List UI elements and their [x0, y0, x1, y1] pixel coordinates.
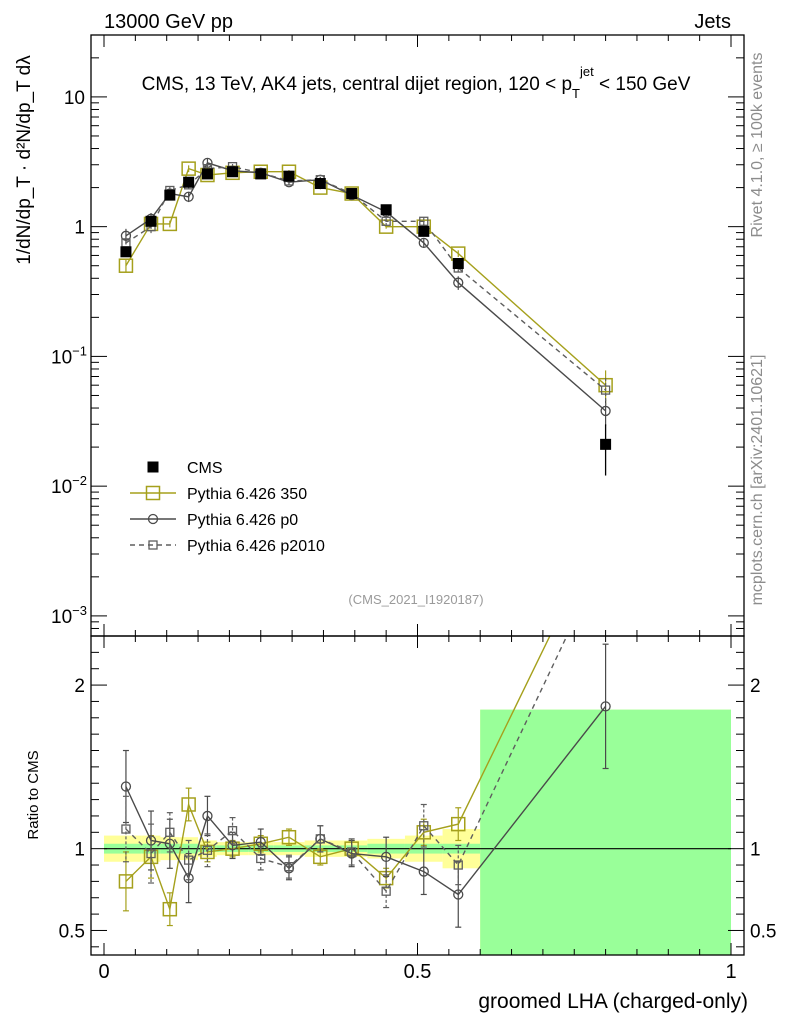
ratio-point — [380, 851, 392, 862]
cms-point — [164, 189, 176, 201]
ratio-line — [125, 636, 551, 912]
ratio-y-label: Ratio to CMS — [25, 750, 42, 839]
series-line — [125, 165, 607, 391]
cms-point — [314, 178, 326, 190]
uncertainty-bands — [104, 709, 731, 955]
data-point — [183, 191, 194, 202]
ratio-point — [146, 848, 156, 859]
cms-point — [183, 176, 195, 188]
legend-label: CMS — [187, 460, 223, 477]
x-tick-label: 0.5 — [404, 961, 432, 983]
ratio-point — [418, 866, 429, 877]
cms-point — [120, 246, 132, 258]
title-text: CMS, 13 TeV, AK4 jets, central dijet reg… — [142, 64, 691, 101]
ratio-point — [162, 901, 178, 917]
data-point — [120, 230, 132, 241]
ratio-y-tick-label: 2 — [74, 676, 85, 697]
data-point — [600, 405, 611, 417]
series-layer — [118, 157, 613, 928]
ratio-point — [165, 827, 175, 837]
data-point — [181, 161, 196, 176]
axes-layer: 0 0.5 1 10 1 10−1 10−2 10−3 2 2 1 1 0.5 0.5 — [51, 34, 776, 983]
cms-point — [380, 204, 392, 216]
analysis-id: (CMS_2021_I1920187) — [348, 592, 483, 607]
legend-marker — [148, 540, 158, 550]
cms-point — [201, 168, 213, 180]
series-line — [125, 167, 607, 386]
cms-point — [255, 168, 267, 180]
ratio-point — [256, 853, 266, 864]
ratio-point — [602, 550, 610, 558]
ratio-point — [451, 816, 466, 832]
y-tick-label: 10 — [64, 88, 85, 109]
ratio-point — [315, 834, 325, 844]
ratio-point — [118, 874, 134, 889]
data-point — [419, 216, 429, 226]
x-tick-label: 1 — [725, 961, 736, 983]
ratio-point — [227, 826, 238, 836]
ratio-point — [419, 821, 429, 831]
header-left: 13000 GeV pp — [104, 11, 233, 33]
mcplots-label: mcplots.cern.ch [arXiv:2401.10621] — [749, 355, 766, 606]
series-main-2 — [121, 162, 611, 406]
data-point — [418, 237, 429, 249]
ratio-line — [125, 705, 607, 896]
ratio-point — [381, 886, 391, 896]
cms-point — [283, 170, 295, 182]
y-tick-label: 10−3 — [51, 603, 87, 628]
legend-marker — [147, 513, 159, 525]
ratio-point — [600, 701, 611, 712]
y-tick-label: 10−2 — [51, 473, 87, 498]
cms-point — [600, 438, 612, 450]
ratio-point — [181, 797, 196, 812]
cms-point — [418, 225, 430, 237]
legend: CMS Pythia 6.426 350 Pythia 6.426 p0 Pythia… — [130, 460, 325, 555]
x-tick-label: 0 — [98, 961, 109, 983]
ratio-point — [227, 840, 238, 851]
plot-title: CMS, 13 TeV, AK4 jets, central dijet reg… — [142, 64, 691, 101]
main-y-label-text: 1/dN/dp_T · d²N/dp_T dλ — [14, 55, 35, 265]
data-point — [453, 277, 464, 288]
header-right: Jets — [694, 11, 731, 33]
legend-marker — [145, 485, 161, 501]
ratio-point — [453, 889, 464, 900]
legend-label: Pythia 6.426 p0 — [187, 512, 298, 529]
ratio-point — [202, 845, 213, 855]
ratio-point — [183, 855, 194, 865]
y-tick-label: 10−1 — [51, 343, 87, 368]
ratio-y-tick-label-right: 1 — [750, 840, 761, 861]
legend-label: Pythia 6.426 p2010 — [187, 538, 325, 555]
ratio-point — [281, 829, 297, 845]
ratio-point — [284, 862, 294, 872]
ratio-point — [202, 810, 213, 822]
ratio-y-tick-label: 1 — [74, 840, 85, 861]
rivet-label: Rivet 4.1.0, ≥ 100k events — [749, 53, 766, 238]
x-axis-label: groomed LHA (charged-only) — [478, 990, 748, 1013]
data-point — [162, 216, 178, 232]
ratio-y-tick-label-right: 0.5 — [750, 921, 776, 942]
ratio-y-tick-label: 0.5 — [59, 921, 85, 942]
legend-marker — [147, 461, 159, 473]
main-y-label: 1/dN/dp_T · d²N/dp_T dλ — [14, 55, 35, 265]
ratio-point — [347, 847, 357, 857]
ratio-y-tick-label-right: 2 — [750, 676, 761, 697]
ratio-point — [453, 860, 463, 870]
ratio-point — [183, 872, 194, 884]
ratio-point — [121, 824, 131, 834]
data-point — [118, 258, 134, 273]
data-point — [600, 385, 611, 395]
series-ratio-2 — [121, 550, 610, 909]
data-point — [381, 216, 391, 226]
cms-point — [346, 188, 358, 200]
ratio-point — [120, 781, 132, 792]
ratio-point — [599, 515, 612, 528]
cms-point — [452, 258, 464, 270]
cms-point — [227, 166, 239, 178]
series-main-1 — [120, 157, 611, 426]
y-tick-label: 1 — [74, 218, 85, 239]
cms-point — [145, 215, 157, 227]
legend-label: Pythia 6.426 350 — [187, 486, 307, 503]
series-line — [125, 162, 607, 412]
